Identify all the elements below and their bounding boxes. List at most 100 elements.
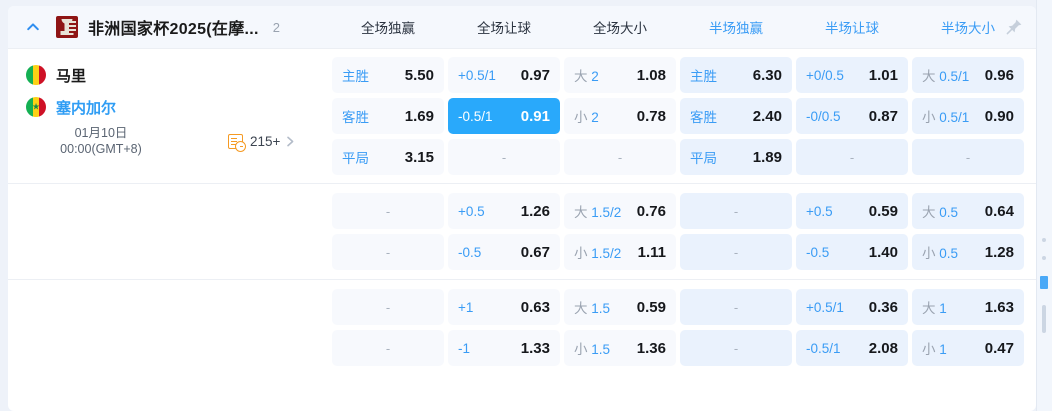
odds-label: 大 0.5/1 xyxy=(922,69,970,84)
odds-cell[interactable]: 平局 1.89 xyxy=(680,139,792,175)
odds-cell[interactable]: 小 1 0.47 xyxy=(912,330,1024,366)
odds-column: 大 0.5/1 0.96 小 0.5/1 0.90 - xyxy=(912,57,1024,175)
odds-column: +0.5/1 0.97 -0.5/1 0.91 - xyxy=(448,57,560,175)
odds-cell[interactable]: +0.5/1 0.97 xyxy=(448,57,560,93)
odds-cell[interactable]: +0.5 0.59 xyxy=(796,193,908,229)
odds-label: 大 2 xyxy=(574,69,599,84)
column-header-ht-1x2[interactable]: 半场独赢 xyxy=(709,21,763,36)
chevron-right-icon xyxy=(285,135,296,148)
odds-label: +0.5 xyxy=(806,203,833,219)
odds-cell-empty: - xyxy=(564,139,676,175)
odds-label: -0/0.5 xyxy=(806,108,841,124)
league-match-count: 2 xyxy=(272,19,280,35)
odds-cell[interactable]: 小 1.5 1.36 xyxy=(564,330,676,366)
column-header-ht-handicap[interactable]: 半场让球 xyxy=(825,21,879,36)
odds-value: 0.64 xyxy=(984,202,1014,220)
odds-value: 2.08 xyxy=(868,339,898,357)
odds-cell[interactable]: 大 1 1.63 xyxy=(912,289,1024,325)
odds-value: 1.69 xyxy=(404,107,434,125)
odds-cell[interactable]: 客胜 2.40 xyxy=(680,98,792,134)
odds-value: 1.40 xyxy=(868,243,898,261)
pin-icon[interactable] xyxy=(1004,17,1024,37)
odds-cell[interactable]: +0.5/1 0.36 xyxy=(796,289,908,325)
odds-column: +0.5 0.59 -0.5 1.40 xyxy=(796,193,908,270)
odds-grid-secondary: - - +0.5 1.26 -0.5 0.67 大 1.5/2 0.76 小 1.5/2 1.11… xyxy=(332,184,1036,279)
right-sidebar-rail[interactable] xyxy=(1036,0,1052,411)
empty-dash: - xyxy=(385,203,391,219)
teams-spacer-3 xyxy=(8,280,332,375)
odds-cell[interactable]: 小 1.5/2 1.11 xyxy=(564,234,676,270)
odds-cell[interactable]: 大 0.5 0.64 xyxy=(912,193,1024,229)
odds-cell[interactable]: 小 0.5/1 0.90 xyxy=(912,98,1024,134)
chevron-up-icon[interactable] xyxy=(22,16,44,38)
odds-value: 0.96 xyxy=(984,66,1014,84)
odds-line: 1.5 xyxy=(591,342,611,357)
odds-column: 主胜 6.30 客胜 2.40 平局 1.89 xyxy=(680,57,792,175)
odds-cell[interactable]: 主胜 5.50 xyxy=(332,57,444,93)
odds-cell-empty: - xyxy=(448,139,560,175)
odds-cell[interactable]: 大 0.5/1 0.96 xyxy=(912,57,1024,93)
match-time: 00:00(GMT+8) xyxy=(60,142,142,156)
column-header-ft-overunder[interactable]: 全场大小 xyxy=(593,21,647,36)
odds-cell[interactable]: 平局 3.15 xyxy=(332,139,444,175)
match-datetime: 01月10日 00:00(GMT+8) xyxy=(26,125,176,157)
odds-label: 主胜 xyxy=(690,69,717,84)
odds-cell[interactable]: 大 1.5/2 0.76 xyxy=(564,193,676,229)
teams-spacer-2 xyxy=(8,184,332,279)
odds-label: 小 0.5 xyxy=(922,246,959,261)
odds-label: 客胜 xyxy=(342,110,369,125)
odds-cell[interactable]: -0/0.5 0.87 xyxy=(796,98,908,134)
odds-cell[interactable]: 小 2 0.78 xyxy=(564,98,676,134)
odds-column: 大 1.5 0.59 小 1.5 1.36 xyxy=(564,289,676,366)
odds-cell[interactable]: +0.5 1.26 xyxy=(448,193,560,229)
empty-dash: - xyxy=(501,149,507,165)
away-team-row: ★ 塞内加尔 xyxy=(26,91,332,123)
odds-label: +0.5/1 xyxy=(458,67,496,83)
column-headers: 全场独赢 全场让球 全场大小 半场独赢 半场让球 半场大小 xyxy=(332,6,1028,48)
league-name[interactable]: 非洲国家杯2025(在摩... xyxy=(88,21,259,38)
stats-badge[interactable]: 215+ xyxy=(228,133,296,152)
odds-cell[interactable]: 客胜 1.69 xyxy=(332,98,444,134)
match-block-tertiary: - - +1 0.63 -1 1.33 大 1.5 0.59 小 1.5 1.36- - +0.5/1… xyxy=(8,279,1036,375)
column-header-ht-overunder[interactable]: 半场大小 xyxy=(941,21,995,36)
odds-label: -0.5 xyxy=(458,244,482,260)
odds-label: 客胜 xyxy=(690,110,717,125)
odds-line: 1.5 xyxy=(591,301,611,316)
odds-cell[interactable]: 主胜 6.30 xyxy=(680,57,792,93)
match-meta-row: 01月10日 00:00(GMT+8) 215+ xyxy=(26,125,332,157)
odds-column: -- xyxy=(332,193,444,270)
odds-cell[interactable]: +0/0.5 1.01 xyxy=(796,57,908,93)
odds-cell-empty: - xyxy=(680,289,792,325)
scrollbar-thumb[interactable] xyxy=(1042,305,1046,333)
odds-column: 大 1 1.63 小 1 0.47 xyxy=(912,289,1024,366)
match-teams[interactable]: 马里 ★ 塞内加尔 01月10日 00:00(GMT+8) xyxy=(8,49,332,183)
odds-label: +0/0.5 xyxy=(806,67,844,83)
empty-dash: - xyxy=(385,340,391,356)
empty-dash: - xyxy=(733,299,739,315)
odds-cell[interactable]: -1 1.33 xyxy=(448,330,560,366)
odds-cell-empty: - xyxy=(680,330,792,366)
odds-value: 0.63 xyxy=(520,298,550,316)
odds-cell-empty: - xyxy=(332,193,444,229)
league-header: 非洲国家杯2025(在摩... 2 全场独赢 全场让球 全场大小 半场独赢 半场… xyxy=(8,6,1036,48)
odds-cell[interactable]: -0.5 0.67 xyxy=(448,234,560,270)
odds-label: 大 1.5 xyxy=(574,301,611,316)
odds-cell-empty: - xyxy=(680,193,792,229)
odds-label: 大 1.5/2 xyxy=(574,205,622,220)
odds-column: -- xyxy=(680,289,792,366)
odds-cell-empty: - xyxy=(332,234,444,270)
odds-cell[interactable]: +1 0.63 xyxy=(448,289,560,325)
column-header-ft-1x2[interactable]: 全场独赢 xyxy=(361,21,415,36)
document-clock-icon xyxy=(228,133,246,152)
odds-cell-selected[interactable]: -0.5/1 0.91 xyxy=(448,98,560,134)
column-header-ft-handicap[interactable]: 全场让球 xyxy=(477,21,531,36)
rail-marker[interactable] xyxy=(1040,276,1048,289)
odds-cell[interactable]: 大 1.5 0.59 xyxy=(564,289,676,325)
odds-cell[interactable]: 小 0.5 1.28 xyxy=(912,234,1024,270)
odds-cell[interactable]: 大 2 1.08 xyxy=(564,57,676,93)
odds-cell[interactable]: -0.5/1 2.08 xyxy=(796,330,908,366)
odds-value: 1.28 xyxy=(984,243,1014,261)
odds-cell[interactable]: -0.5 1.40 xyxy=(796,234,908,270)
odds-cell-empty: - xyxy=(332,330,444,366)
odds-column: +0/0.5 1.01 -0/0.5 0.87 - xyxy=(796,57,908,175)
